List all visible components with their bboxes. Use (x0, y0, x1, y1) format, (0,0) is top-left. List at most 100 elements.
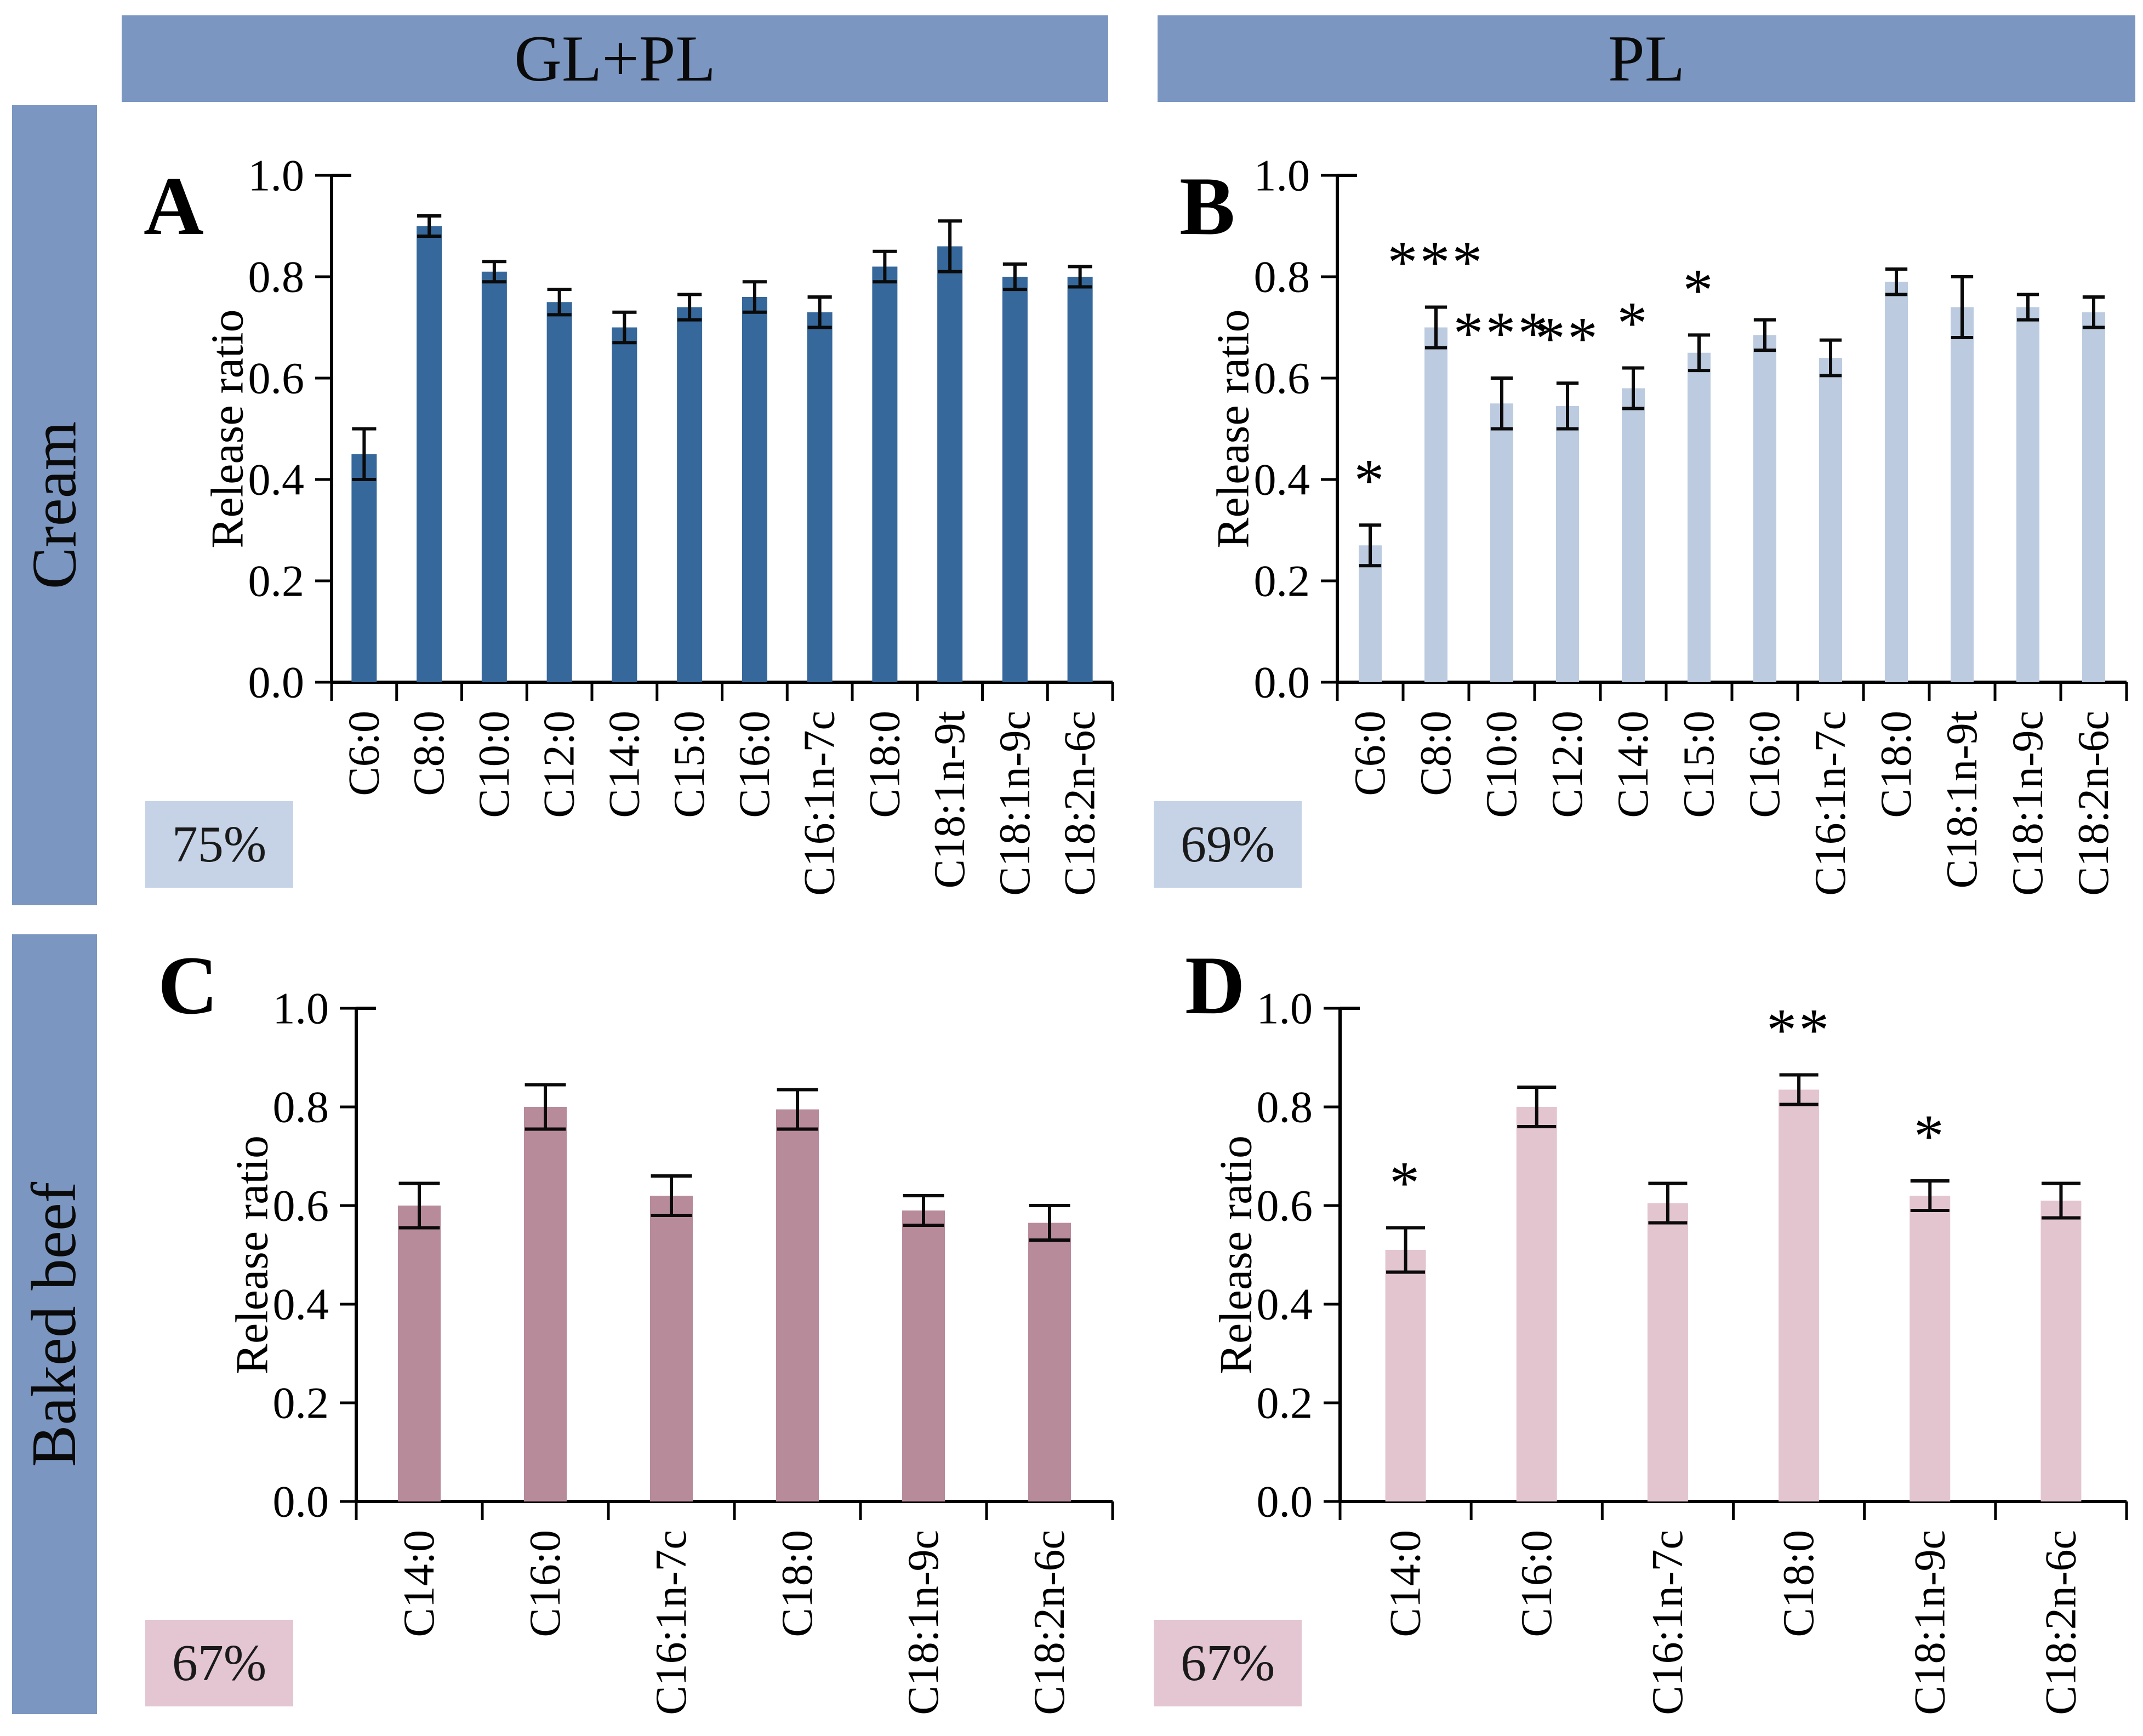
x-category-label: C18:1n-9c (991, 711, 1039, 896)
bar-C16:0 (524, 1107, 567, 1501)
bar-C18:2n-6c (1028, 1223, 1071, 1501)
chart-panel-b: 1.0 0.8 0.6 0.4 0.2 0.0 Release ratio * C6:0 *** C… (1148, 104, 2143, 914)
x-category-label: C10:0 (470, 711, 518, 818)
bar-C18:1n-9t (937, 246, 963, 682)
x-category-label: C18:2n-6c (1056, 711, 1104, 896)
bar-C18:1n-9c (2016, 307, 2039, 682)
x-category-label: C18:1n-9c (1906, 1530, 1954, 1715)
row-label-baked-beef: Baked beef (12, 934, 97, 1714)
bar-C18:0 (872, 266, 898, 682)
row-label-baked-beef-text: Baked beef (19, 1181, 89, 1467)
bar-C12:0 (1556, 406, 1579, 682)
panel-letter-c: C (158, 939, 218, 1031)
bar-C6:0 (1359, 545, 1382, 682)
chart-panel-d: 1.0 0.8 0.6 0.4 0.2 0.0 Release ratio * C14:0 C16… (1148, 932, 2143, 1736)
x-category-label: C18:0 (1775, 1530, 1823, 1637)
y-tick-label: 1.0 (248, 151, 305, 201)
x-category-label: C8:0 (1412, 711, 1460, 796)
bar-C14:0 (1385, 1250, 1426, 1501)
bar-C18:0 (1779, 1089, 1820, 1501)
x-category-label: C16:0 (1513, 1530, 1561, 1637)
bar-C10:0 (481, 271, 507, 682)
x-category-label: C18:2n-6c (1025, 1530, 1074, 1715)
bar-C16:0 (1753, 335, 1776, 682)
chart-panel-a: 1.0 0.8 0.6 0.4 0.2 0.0 Release ratio C6:0 C8:0 C… (123, 104, 1118, 914)
x-category-label: C6:0 (340, 711, 388, 796)
chart-panel-c: 1.0 0.8 0.6 0.4 0.2 0.0 Release ratio C14:0 C16:… (123, 932, 1118, 1736)
y-tick-label: 0.4 (248, 455, 305, 505)
recovery-badge-d: 67% (1154, 1620, 1302, 1706)
bar-C8:0 (1424, 327, 1447, 682)
x-category-label: C12:0 (535, 711, 584, 818)
bar-C14:0 (398, 1206, 441, 1501)
y-tick-label: 0.0 (273, 1477, 329, 1527)
x-category-label: C18:0 (860, 711, 909, 818)
x-category-label: C16:0 (731, 711, 779, 818)
y-tick-label: 0.4 (1257, 1280, 1313, 1329)
y-tick-label: 0.6 (1257, 1181, 1313, 1231)
y-axis-title: Release ratio (1208, 309, 1259, 548)
bar-C18:2n-6c (2041, 1201, 2082, 1501)
x-category-label: C16:1n-7c (1644, 1530, 1692, 1715)
recovery-badge-a: 75% (145, 801, 293, 888)
x-category-label: C10:0 (1478, 711, 1526, 818)
y-tick-label: 0.2 (273, 1378, 329, 1428)
y-tick-label: 0.8 (1254, 252, 1310, 302)
x-category-label: C16:1n-7c (1806, 711, 1855, 896)
bar-C18:0 (776, 1109, 819, 1501)
bar-C18:2n-6c (2082, 312, 2105, 682)
y-tick-label: 0.0 (1257, 1477, 1313, 1527)
row-label-cream: Cream (12, 105, 97, 905)
significance-stars: *** (1454, 300, 1551, 367)
y-axis-title: Release ratio (202, 309, 253, 548)
significance-stars: ** (1535, 305, 1600, 372)
y-tick-label: 1.0 (1254, 151, 1310, 201)
bar-C18:1n-9c (902, 1210, 945, 1501)
y-tick-label: 0.2 (1257, 1378, 1313, 1428)
bar-C18:2n-6c (1067, 277, 1093, 682)
x-category-label: C18:1n-9t (1938, 711, 1986, 888)
x-category-label: C8:0 (405, 711, 453, 796)
y-tick-label: 0.4 (1254, 455, 1310, 505)
bar-chart-a: 1.0 0.8 0.6 0.4 0.2 0.0 Release ratio C6:0 C8:0 C… (202, 151, 1114, 896)
x-category-label: C6:0 (1346, 711, 1394, 796)
x-category-label: C16:1n-7c (796, 711, 844, 896)
bar-chart-c: 1.0 0.8 0.6 0.4 0.2 0.0 Release ratio C14:0 C16:… (227, 984, 1114, 1715)
x-category-label: C18:1n-9c (899, 1530, 948, 1715)
bar-C16:1n-7c (650, 1196, 693, 1501)
x-category-label: C18:1n-9c (2004, 711, 2052, 896)
y-axis-title: Release ratio (227, 1135, 278, 1374)
x-category-label: C18:2n-6c (2070, 711, 2118, 896)
y-tick-label: 0.2 (1254, 556, 1310, 606)
x-category-label: C14:0 (1609, 711, 1657, 818)
bar-C18:1n-9c (1002, 277, 1028, 682)
y-tick-label: 0.0 (248, 658, 305, 707)
bar-C15:0 (677, 307, 703, 682)
x-category-label: C18:1n-9t (926, 711, 974, 888)
x-category-label: C16:1n-7c (647, 1530, 696, 1715)
y-tick-label: 0.8 (248, 252, 305, 302)
bar-chart-d: 1.0 0.8 0.6 0.4 0.2 0.0 Release ratio * C14:0 C16… (1211, 984, 2128, 1715)
x-category-label: C16:0 (521, 1530, 569, 1637)
row-label-cream-text: Cream (19, 421, 89, 590)
y-tick-label: 0.6 (273, 1181, 329, 1231)
y-tick-label: 0.4 (273, 1280, 329, 1329)
significance-stars: *** (1388, 229, 1485, 296)
bar-C10:0 (1490, 403, 1513, 682)
bar-C16:1n-7c (1647, 1203, 1688, 1501)
significance-stars: * (1914, 1103, 1946, 1169)
y-tick-label: 0.8 (1257, 1082, 1313, 1132)
significance-stars: * (1389, 1150, 1422, 1217)
panel-letter-b: B (1179, 160, 1235, 252)
x-category-label: C14:0 (395, 1530, 443, 1637)
significance-stars: * (1354, 447, 1387, 513)
significance-stars: ** (1766, 997, 1831, 1064)
x-category-label: C18:0 (773, 1530, 822, 1637)
y-axis-title: Release ratio (1211, 1135, 1262, 1374)
x-category-label: C18:0 (1872, 711, 1920, 818)
bar-C18:1n-9c (1910, 1196, 1951, 1501)
x-category-label: C16:0 (1741, 711, 1789, 818)
panel-letter-a: A (144, 160, 204, 252)
